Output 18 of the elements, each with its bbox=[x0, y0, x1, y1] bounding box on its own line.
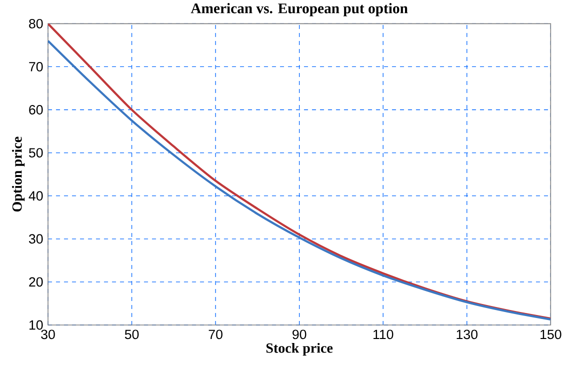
x-tick-label: 50 bbox=[124, 330, 139, 340]
x-tick-label: 130 bbox=[456, 330, 478, 340]
y-axis-title: Option price bbox=[12, 136, 25, 212]
chart-title: American vs. European put option bbox=[190, 3, 408, 16]
x-tick-label: 70 bbox=[208, 330, 222, 340]
x-tick-label: 150 bbox=[540, 330, 562, 340]
y-tick-label: 60 bbox=[29, 105, 43, 114]
y-tick-label: 70 bbox=[29, 62, 43, 72]
x-tick-label: 30 bbox=[41, 330, 55, 340]
y-tick-label: 40 bbox=[28, 191, 43, 201]
y-tick-label: 80 bbox=[29, 18, 43, 28]
x-tick-label: 110 bbox=[374, 330, 394, 340]
y-tick-label: 10 bbox=[29, 320, 43, 330]
y-tick-label: 20 bbox=[29, 277, 43, 287]
y-tick-label: 30 bbox=[28, 234, 43, 244]
y-tick-label: 50 bbox=[29, 148, 43, 158]
x-tick-label: 90 bbox=[292, 330, 306, 340]
x-axis-title: Stock price bbox=[266, 342, 333, 356]
